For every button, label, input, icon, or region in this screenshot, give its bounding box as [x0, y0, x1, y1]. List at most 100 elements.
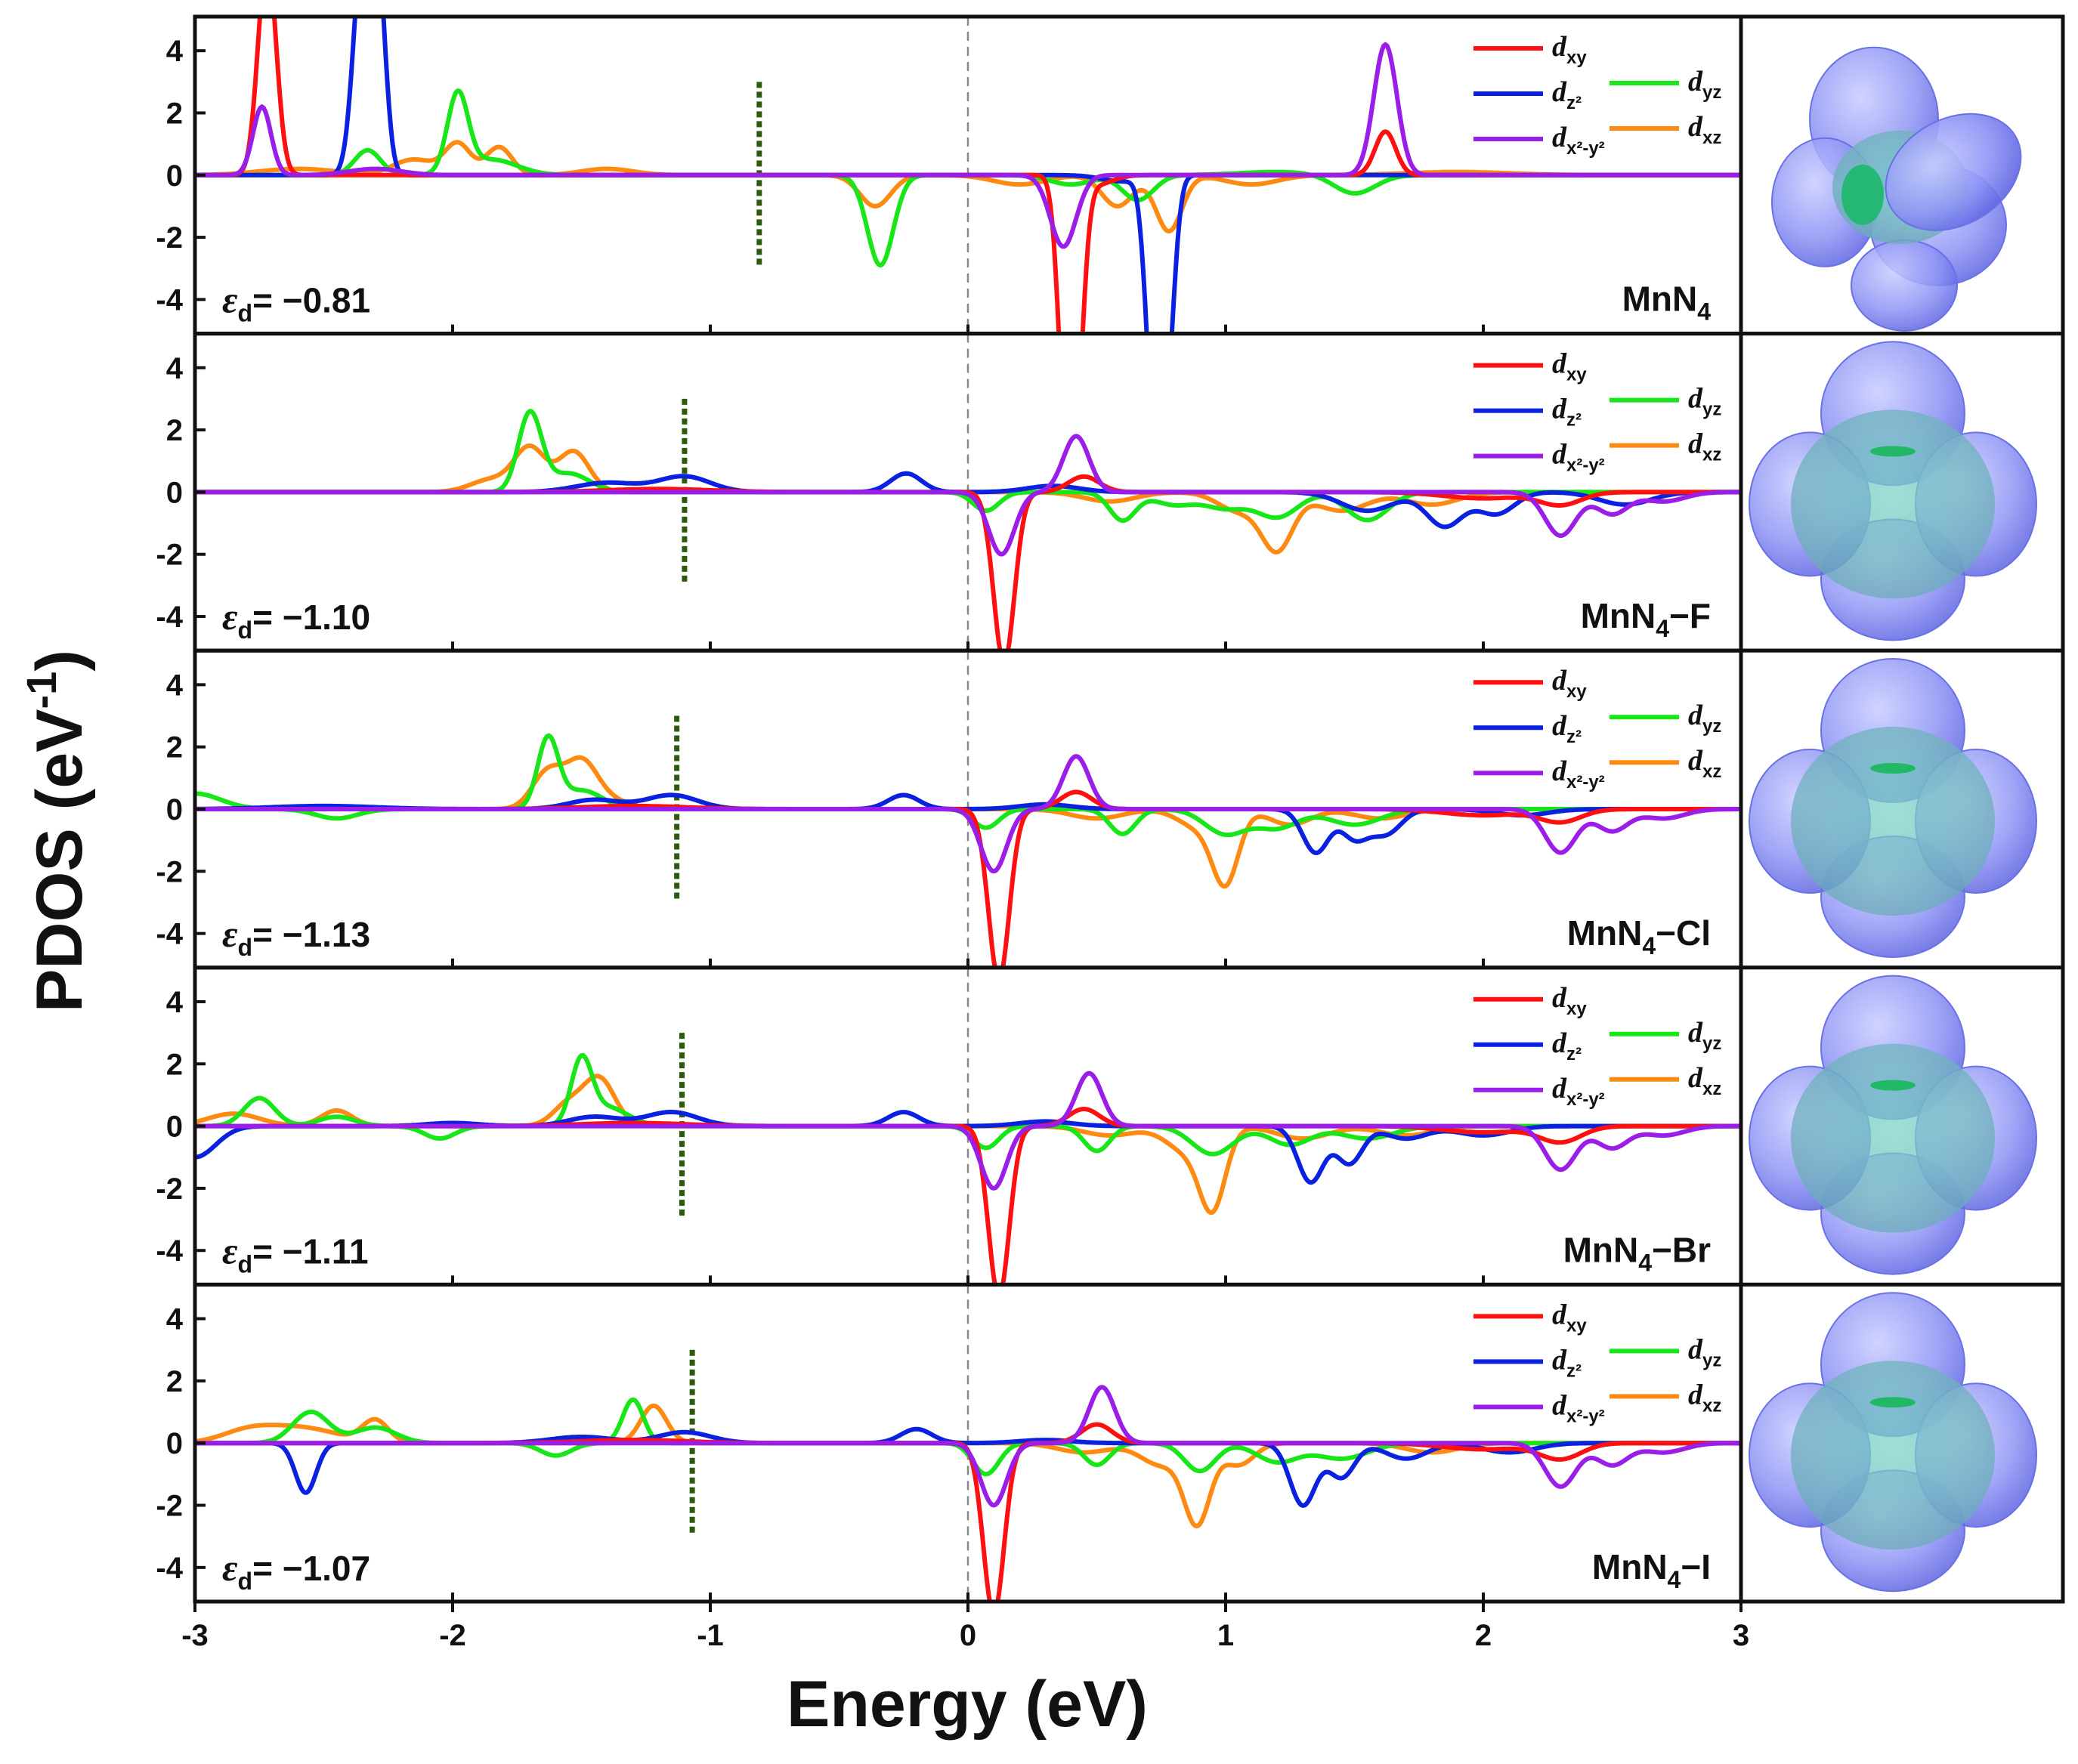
legend-subscript: z² — [1566, 410, 1582, 431]
legend-base: d — [1688, 1017, 1703, 1049]
panel-name: MnN4−F — [1581, 596, 1711, 642]
legend-subscript: z² — [1566, 1361, 1582, 1381]
y-tick-label: -4 — [156, 1234, 183, 1268]
y-tick-label: 0 — [166, 1111, 183, 1144]
legend-label-dx2y2: dx²-y² — [1552, 122, 1605, 159]
x-axis-label: Energy (eV) — [787, 1668, 1148, 1741]
legend-subscript: xy — [1566, 365, 1587, 385]
legend-label-dx2y2: dx²-y² — [1552, 1073, 1605, 1110]
orbital-green-ring — [1870, 1397, 1916, 1408]
y-tick-label: 2 — [166, 97, 183, 130]
legend-subscript: xz — [1702, 445, 1721, 465]
x-axis-tick-label: -2 — [439, 1619, 466, 1652]
legend-label-dz2: dz² — [1552, 1027, 1582, 1064]
svg-text:PDOS (eV-1): PDOS (eV-1) — [17, 650, 96, 1012]
legend-label-dxy: dxy — [1552, 31, 1587, 68]
epsilon-symbol: ε — [222, 1546, 238, 1589]
x-axis-tick-label: -3 — [181, 1619, 209, 1652]
series-group — [195, 409, 1741, 651]
legend-label-dz2: dz² — [1552, 76, 1582, 113]
panel-name-main: MnN — [1567, 913, 1643, 953]
y-tick-label: 4 — [166, 35, 184, 68]
legend-label-dyz: dyz — [1688, 700, 1721, 737]
panel-name-subscript: 4 — [1642, 932, 1656, 959]
d-band-center-value: = −1.10 — [252, 598, 370, 637]
legend-base: d — [1552, 76, 1567, 108]
panel-name-subscript: 4 — [1656, 615, 1669, 642]
series-line-dx2y2 — [195, 434, 1741, 557]
legend-label-dyz: dyz — [1688, 66, 1721, 103]
series-line-dx2y2 — [195, 754, 1741, 874]
legend-base: d — [1688, 428, 1703, 460]
series-group — [195, 733, 1741, 968]
legend-subscript: z² — [1566, 93, 1582, 113]
orbital-images-column — [1739, 14, 2065, 1604]
orbital-lobe — [1885, 113, 2022, 231]
d-band-center-label: εd= −1.07 — [222, 1546, 370, 1595]
legend-subscript: xz — [1702, 762, 1721, 782]
legend-base: d — [1552, 1027, 1567, 1059]
orbital-lobe — [1851, 239, 1958, 332]
orbital-image-3 — [1739, 648, 2065, 970]
legend-label-dx2y2: dx²-y² — [1552, 1389, 1605, 1426]
orbital-green-ring — [1870, 763, 1916, 774]
panel-name-suffix: −Cl — [1656, 913, 1711, 953]
legend-base: d — [1552, 31, 1567, 63]
panel-name-main: MnN — [1563, 1230, 1639, 1269]
x-axis-tick-label: 1 — [1217, 1619, 1234, 1652]
legend-label-dx2y2: dx²-y² — [1552, 755, 1605, 792]
epsilon-subscript: d — [238, 1568, 253, 1595]
y-tick-label: -2 — [156, 539, 183, 572]
legend-subscript: xz — [1702, 128, 1721, 148]
y-tick-label: -2 — [156, 855, 183, 888]
y-tick-label: 2 — [166, 731, 183, 765]
legend-label-dxz: dxz — [1688, 1062, 1721, 1099]
panel-4: 420-2-4 εd= −1.11 MnN4−Brdxydz²dx²-y²dyzdx… — [156, 965, 1743, 1287]
d-band-center-label: εd= −1.13 — [222, 913, 370, 961]
legend-base: d — [1552, 439, 1567, 471]
y-tick-label: -2 — [156, 221, 183, 255]
panel-name-suffix: −Br — [1652, 1230, 1711, 1269]
legend-label-dxz: dxz — [1688, 111, 1721, 148]
y-tick-label: -2 — [156, 1172, 183, 1206]
orbital-core — [1791, 1361, 1995, 1550]
legend-subscript: yz — [1702, 1033, 1721, 1054]
y-axis-label-group: PDOS (eV-1) — [17, 650, 96, 1012]
legend-base: d — [1552, 1299, 1567, 1330]
legend-base: d — [1552, 122, 1567, 153]
legend-subscript: yz — [1702, 82, 1721, 103]
d-band-center-value: = −1.13 — [252, 915, 370, 954]
legend-subscript: yz — [1702, 716, 1721, 737]
x-axis-tick-label: 0 — [960, 1619, 976, 1652]
legend-subscript: x²-y² — [1566, 138, 1605, 159]
y-tick-label: -4 — [156, 1552, 183, 1585]
y-tick-label: 4 — [166, 669, 184, 702]
d-band-center-value: = −1.07 — [252, 1549, 370, 1588]
panel-name-subscript: 4 — [1697, 298, 1711, 326]
panel-name-subscript: 4 — [1668, 1566, 1681, 1593]
legend-base: d — [1552, 394, 1567, 425]
epsilon-symbol: ε — [222, 595, 238, 638]
legend-base: d — [1688, 66, 1703, 97]
panel-3: 420-2-4 εd= −1.13 MnN4−Cldxydz²dx²-y²dyzdx… — [156, 648, 1743, 970]
panels-group: 420-2-4 εd= −0.81 MnN4dxydz²dx²-y²dyzdxz42… — [156, 14, 1743, 1604]
panel-name-suffix: −I — [1681, 1547, 1711, 1586]
epsilon-symbol: ε — [222, 279, 238, 321]
panel-name-suffix: −F — [1669, 596, 1711, 635]
legend-base: d — [1552, 1073, 1567, 1104]
legend-base: d — [1688, 383, 1703, 415]
legend-subscript: z² — [1566, 1044, 1582, 1064]
legend-label-dxz: dxz — [1688, 428, 1721, 465]
legend-subscript: xy — [1566, 1315, 1587, 1336]
legend-label-dyz: dyz — [1688, 383, 1721, 420]
d-band-center-label: εd= −1.11 — [222, 1229, 369, 1277]
legend-base: d — [1552, 755, 1567, 787]
legend-label-dyz: dyz — [1688, 1333, 1721, 1370]
epsilon-subscript: d — [238, 616, 253, 644]
legend-base: d — [1688, 745, 1703, 777]
